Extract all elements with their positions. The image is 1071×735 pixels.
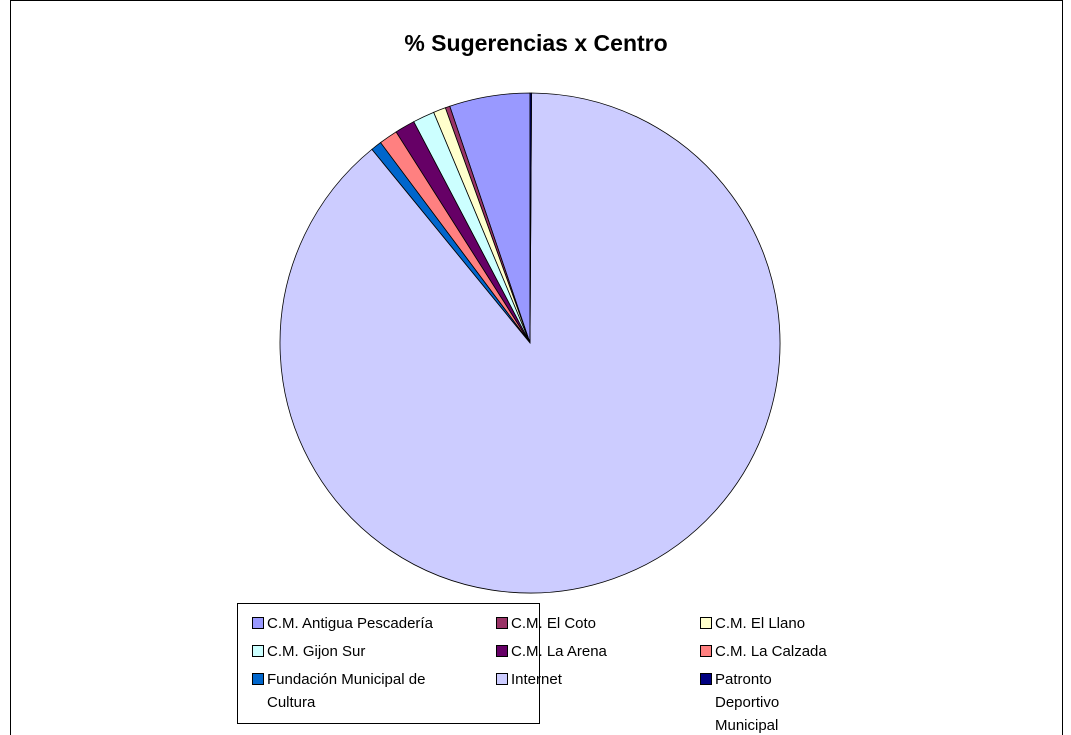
legend-item: C.M. Antigua Pescadería — [252, 612, 474, 635]
legend-swatch — [700, 617, 712, 629]
legend-label: C.M. El Llano — [715, 615, 806, 632]
legend-swatch — [700, 673, 712, 685]
legend-swatch — [700, 645, 712, 657]
legend-label: C.M. Antigua Pescadería — [267, 615, 433, 632]
legend-swatch — [496, 673, 508, 685]
legend-item: C.M. La Calzada — [700, 640, 830, 663]
legend-label: C.M. La Arena — [511, 643, 607, 660]
legend: C.M. Antigua Pescadería C.M. El Coto C.M. … — [237, 603, 827, 734]
legend-item: Patronto Deportivo Municipal — [700, 668, 830, 735]
legend-label: C.M. Gijon Sur — [267, 643, 366, 660]
legend-label: C.M. El Coto — [511, 615, 597, 632]
legend-item: C.M. El Coto — [496, 612, 681, 635]
legend-item: C.M. El Llano — [700, 612, 830, 635]
legend-item: C.M. La Arena — [496, 640, 681, 663]
legend-swatch — [496, 617, 508, 629]
pie-slice — [279, 92, 781, 594]
pie — [279, 92, 781, 594]
pie-slice — [529, 92, 532, 344]
legend-swatch — [252, 645, 264, 657]
legend-item: Internet — [496, 668, 681, 691]
legend-item: Fundación Municipal de Cultura — [252, 668, 474, 714]
legend-swatch — [496, 645, 508, 657]
legend-label: Patronto Deportivo Municipal — [715, 671, 780, 734]
legend-item: C.M. Gijon Sur — [252, 640, 474, 663]
legend-swatch — [252, 673, 264, 685]
chart-title: % Sugerencias x Centro — [404, 30, 667, 56]
legend-label: Internet — [511, 671, 562, 688]
legend-label: Fundación Municipal de Cultura — [267, 671, 426, 711]
legend-swatch — [252, 617, 264, 629]
legend-label: C.M. La Calzada — [715, 643, 827, 660]
